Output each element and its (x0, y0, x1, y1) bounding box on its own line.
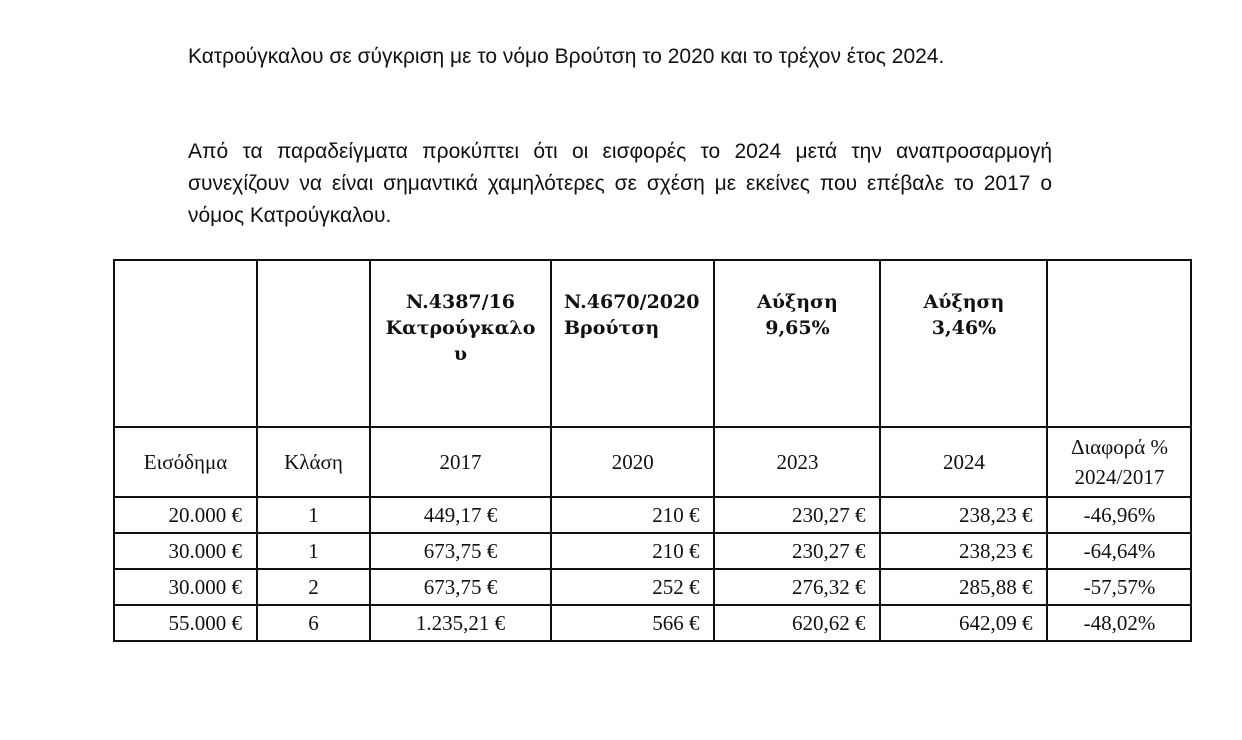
table-row: 20.000 €1 449,17 €210 €230,27 €238,23 € -4… (113, 496, 1193, 534)
header-line: Αύξηση (757, 291, 838, 313)
header-line: 9,65% (765, 317, 830, 339)
table-cell: 210 € (549, 532, 716, 570)
header-cell (256, 259, 371, 428)
table-cell: 673,75 € (369, 532, 552, 570)
table-cell: 1.235,21 € (369, 604, 552, 642)
table-cell: 620,62 € (713, 604, 882, 642)
table-cell: 673,75 € (369, 568, 552, 606)
table-cell: 285,88 € (879, 568, 1049, 606)
subheader-line: 2017 (439, 450, 482, 474)
subheader-cell: 2023 (713, 426, 882, 498)
subheader-line: 2020 (611, 450, 654, 474)
header-line: N.4387/16 (405, 291, 516, 313)
contributions-table: N.4387/16 Κατρούγκαλο υ N.4670/2020 Βρούτση Α… (113, 259, 1193, 642)
header-cell: Αύξηση 3,46% (879, 259, 1049, 428)
paragraph-conclusion: Από τα παραδείγματα προκύπτει ότι οι εισ… (188, 140, 1052, 227)
subheader-line: 2024/2017 (1074, 465, 1165, 489)
header-line: 3,46% (931, 317, 997, 339)
table-cell: -46,96% (1046, 496, 1193, 534)
subheader-cell: Κλάση (256, 426, 371, 498)
table-cell: 252 € (549, 568, 716, 606)
table-cell: 1 (256, 496, 371, 534)
table-cell: 276,32 € (713, 568, 882, 606)
subheader-line: 2024 (942, 450, 985, 474)
header-cell (1046, 259, 1193, 428)
header-line: Κατρούγκαλο (385, 317, 536, 339)
header-cell (113, 259, 258, 428)
table-cell: 238,23 € (879, 496, 1049, 534)
header-line: Αύξηση (923, 291, 1005, 313)
subheader-line: Κλάση (284, 450, 343, 474)
table-cell: 1 (256, 532, 371, 570)
table-cell: 238,23 € (879, 532, 1049, 570)
table-cell: -57,57% (1046, 568, 1193, 606)
table-row: 30.000 €2 673,75 €252 €276,32 €285,88 € -5… (113, 568, 1193, 606)
header-cell: Αύξηση 9,65% (713, 259, 882, 428)
table-cell: 449,17 € (369, 496, 552, 534)
paragraph-intro: Κατρούγκαλου σε σύγκριση με το νόμο Βρού… (188, 45, 945, 68)
table-row: 30.000 €1 673,75 €210 €230,27 €238,23 € -6… (113, 532, 1193, 570)
table-row: 55.000 €6 1.235,21 €566 €620,62 €642,09 €… (113, 604, 1193, 642)
header-line: υ (453, 343, 468, 365)
table-cell: 230,27 € (713, 496, 882, 534)
table-cell: 30.000 € (113, 532, 258, 570)
header-line: N.4670/2020 (564, 291, 700, 313)
header-cell: N.4387/16 Κατρούγκαλο υ (369, 259, 552, 428)
subheader-cell: Διαφορά % 2024/2017 (1046, 426, 1193, 498)
table-cell: 230,27 € (713, 532, 882, 570)
table-cell: 2 (256, 568, 371, 606)
table-cell: -64,64% (1046, 532, 1193, 570)
table-cell: 30.000 € (113, 568, 258, 606)
table-cell: 210 € (549, 496, 716, 534)
table-cell: 566 € (549, 604, 716, 642)
table-subheader-row: Εισόδημα Κλάση 2017 2020 2023 2024 Διαφορά % 20… (113, 426, 1193, 498)
table-cell: 20.000 € (113, 496, 258, 534)
table-header-row: N.4387/16 Κατρούγκαλο υ N.4670/2020 Βρούτση Α… (113, 259, 1193, 428)
table-cell: 642,09 € (879, 604, 1049, 642)
subheader-line: 2023 (776, 450, 819, 474)
header-cell: N.4670/2020 Βρούτση (549, 259, 716, 428)
subheader-cell: Εισόδημα (113, 426, 258, 498)
subheader-cell: 2017 (369, 426, 552, 498)
table-cell: 6 (256, 604, 371, 642)
table-cell: 55.000 € (113, 604, 258, 642)
subheader-line: Εισόδημα (143, 450, 228, 474)
subheader-cell: 2024 (879, 426, 1049, 498)
table-cell: -48,02% (1046, 604, 1193, 642)
header-line: Βρούτση (564, 317, 660, 339)
subheader-cell: 2020 (549, 426, 716, 498)
subheader-line: Διαφορά % (1070, 435, 1168, 459)
